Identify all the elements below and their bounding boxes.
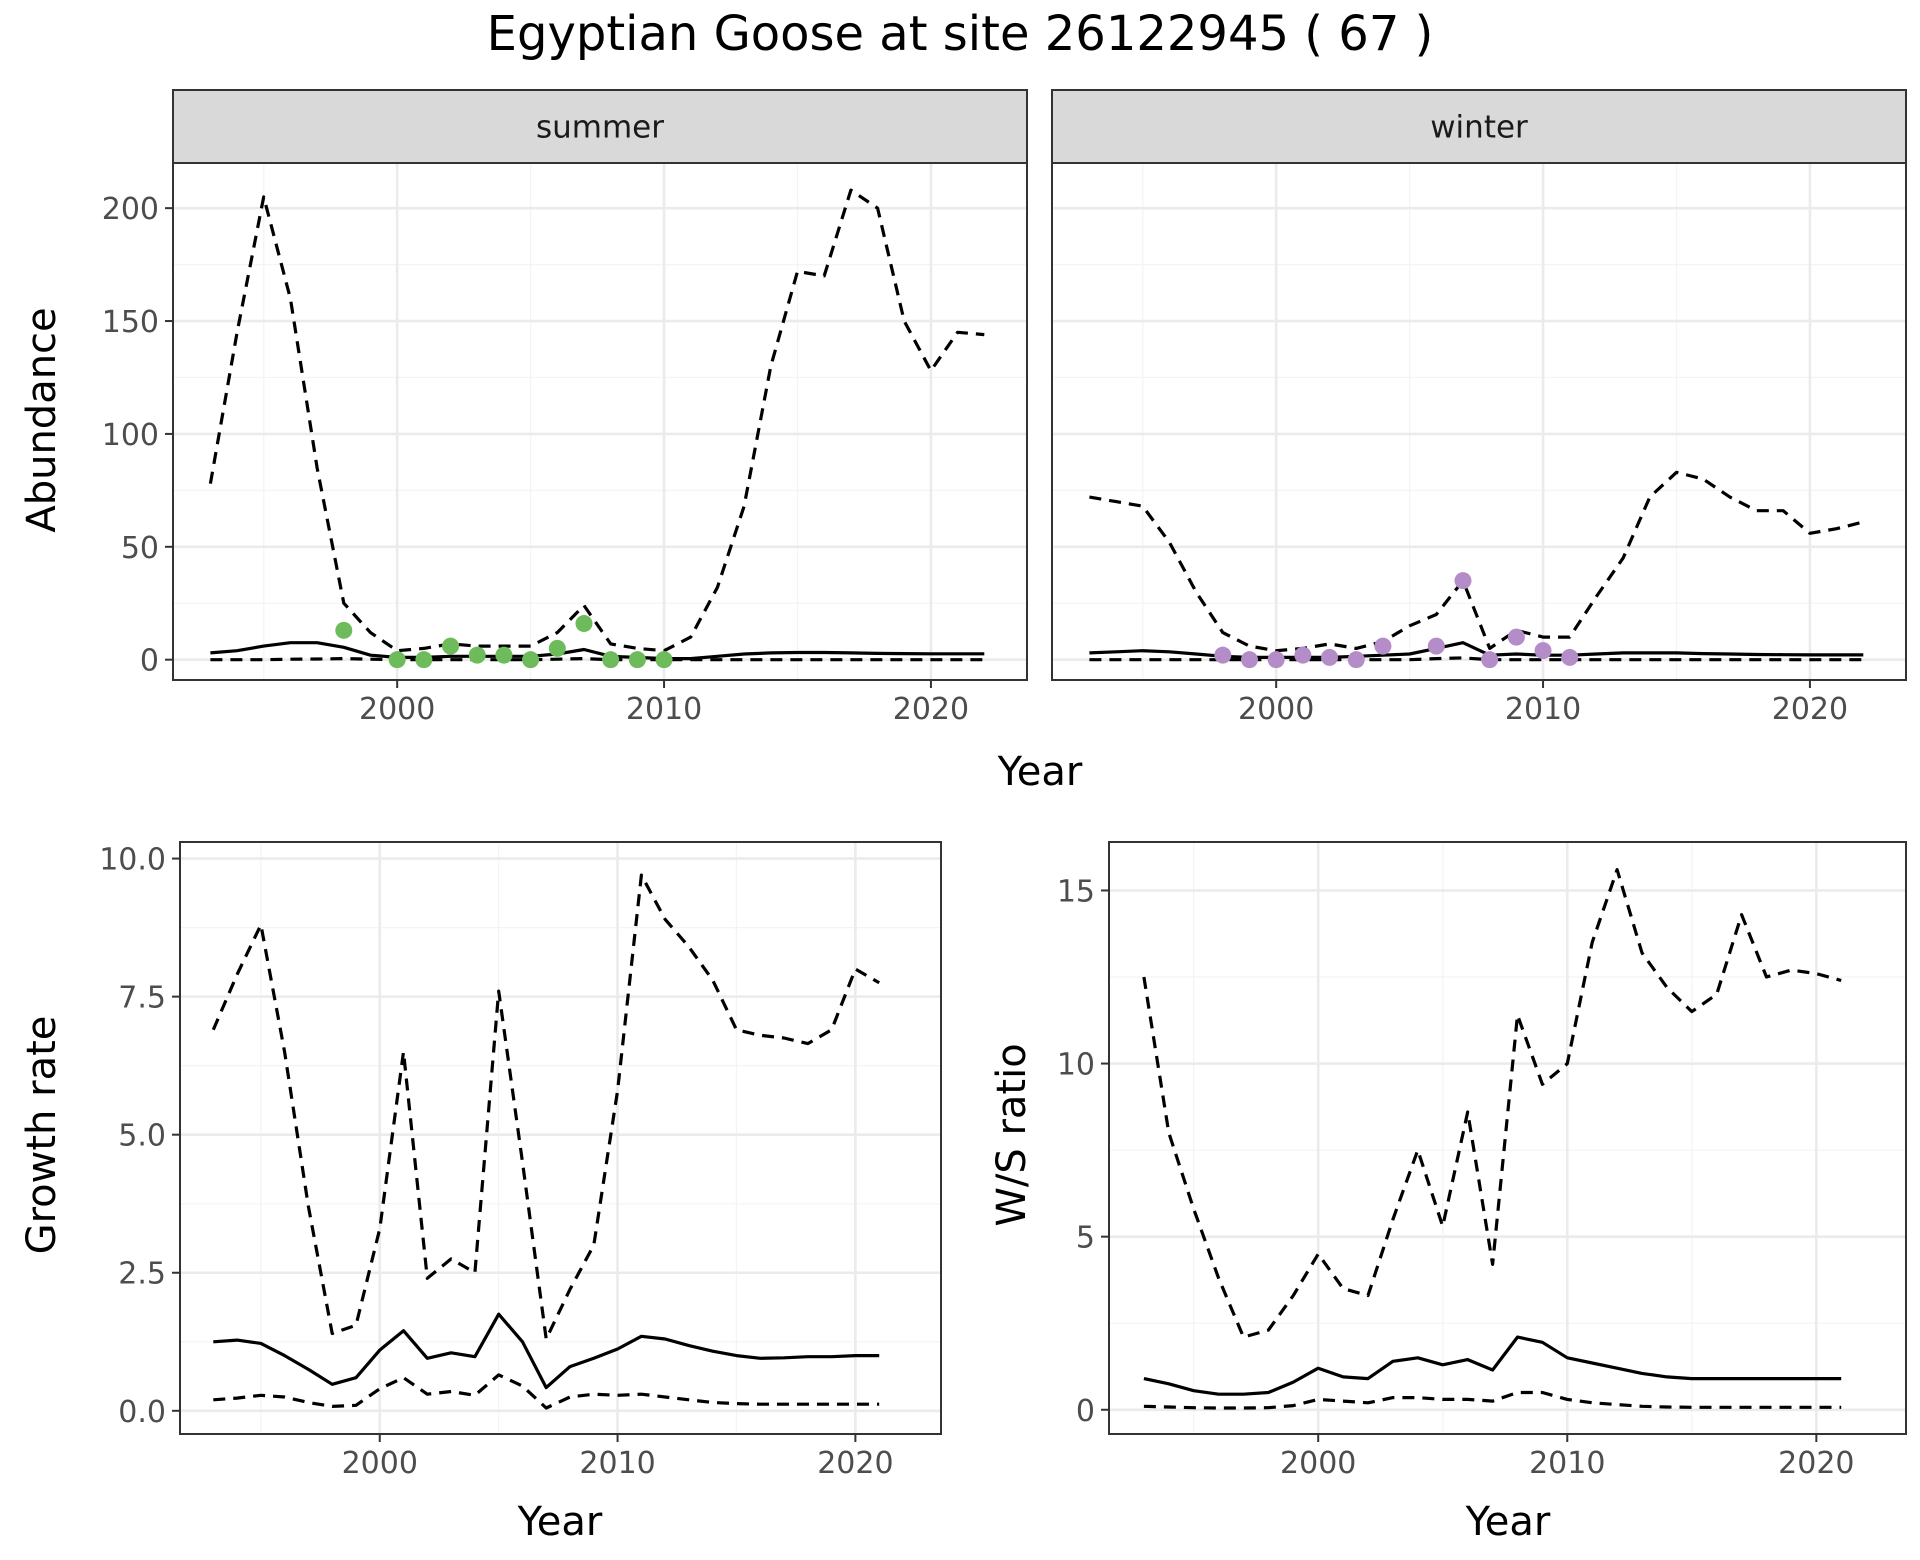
series-line-lower-bound-ratio (1143, 1390, 1842, 1410)
facet-label-summer: summer (536, 110, 664, 146)
y-tick-label: 5 (1076, 1221, 1095, 1256)
y-tick-label: 0 (140, 644, 159, 679)
panel-summer: summer 2000 2010 2020 0 50 100 150 200 (102, 89, 1028, 727)
y-tick-label: 10.0 (99, 843, 166, 878)
data-point-winter (1507, 628, 1525, 646)
facet-strip-summer (172, 89, 1028, 164)
data-point-summer (575, 615, 593, 633)
panel-border-winter (1051, 162, 1907, 681)
y-tick-label: 2.5 (118, 1257, 166, 1292)
x-tick-label: 2020 (893, 692, 969, 727)
y-tick-label: 200 (102, 192, 159, 227)
data-point-summer (335, 621, 353, 639)
series-line-upper-bound-ratio (1142, 868, 1842, 1339)
data-point-winter (1321, 648, 1339, 666)
panel-border-ratio (1108, 841, 1907, 1435)
x-tick-label: 2000 (359, 692, 435, 727)
panel-ratio: 2000 2010 2020 0 5 10 15 (1057, 841, 1907, 1481)
growth-x-axis-title: Year (517, 1499, 603, 1545)
data-point-summer (655, 651, 673, 669)
x-tick-label: 2010 (1505, 692, 1581, 727)
x-tick-label: 2000 (342, 1446, 418, 1481)
facet-strip-winter (1051, 89, 1907, 164)
series-line-estimate-winter (1089, 641, 1864, 660)
panel-border-summer (172, 162, 1028, 681)
data-point-winter (1481, 651, 1499, 669)
x-tick-label: 2000 (1280, 1446, 1356, 1481)
x-tick-label: 2010 (1529, 1446, 1605, 1481)
panel-growth: 2000 2010 2020 0.0 2.5 5.0 7.5 10.0 (99, 841, 942, 1481)
series-line-upper-bound-summer (208, 188, 985, 653)
data-point-summer (468, 646, 486, 664)
series-line-estimate-ratio (1143, 1335, 1842, 1396)
y-tick-label: 15 (1057, 874, 1095, 909)
x-tick-label: 2020 (1772, 692, 1848, 727)
growth-y-axis-title: Growth rate (19, 1016, 65, 1255)
y-tick-label: 7.5 (118, 981, 166, 1016)
data-point-summer (495, 646, 513, 664)
data-point-winter (1534, 642, 1552, 660)
y-tick-label: 0 (1076, 1394, 1095, 1429)
y-tick-label: 0.0 (118, 1395, 166, 1430)
data-point-summer (628, 651, 646, 669)
top-x-axis-title: Year (997, 749, 1083, 795)
data-point-summer (522, 651, 540, 669)
x-tick-label: 2020 (1778, 1446, 1854, 1481)
data-point-winter (1561, 648, 1579, 666)
y-tick-label: 10 (1057, 1048, 1095, 1083)
y-tick-label: 50 (121, 531, 159, 566)
data-point-winter (1454, 572, 1472, 590)
series-line-lower-bound-summer (210, 656, 985, 662)
panel-border-growth (179, 841, 942, 1435)
data-point-winter (1427, 637, 1445, 655)
data-point-winter (1294, 646, 1312, 664)
y-tick-label: 100 (102, 418, 159, 453)
x-tick-label: 2010 (626, 692, 702, 727)
x-tick-label: 2020 (817, 1446, 893, 1481)
series-line-lower-bound-growth (213, 1373, 880, 1410)
data-point-summer (442, 637, 460, 655)
data-point-summer (415, 651, 433, 669)
panel-winter: winter 2000 2010 2020 (1051, 89, 1907, 727)
series-line-estimate-growth (213, 1312, 880, 1390)
data-point-summer (388, 651, 406, 669)
series-line-estimate-summer (210, 641, 985, 661)
series-line-upper-bound-winter (1089, 470, 1864, 653)
data-point-summer (602, 651, 620, 669)
data-point-winter (1240, 651, 1258, 669)
facet-label-winter: winter (1430, 110, 1528, 146)
y-tick-label: 150 (102, 305, 159, 340)
series-line-upper-bound-growth (211, 873, 881, 1341)
data-point-winter (1214, 646, 1232, 664)
top-y-axis-title: Abundance (19, 307, 65, 532)
ratio-y-axis-title: W/S ratio (989, 1043, 1035, 1226)
y-tick-label: 5.0 (118, 1119, 166, 1154)
ratio-x-axis-title: Year (1465, 1499, 1551, 1545)
data-point-winter (1347, 651, 1365, 669)
x-tick-label: 2010 (579, 1446, 655, 1481)
data-point-winter (1374, 637, 1392, 655)
data-point-winter (1267, 651, 1285, 669)
data-point-summer (548, 639, 566, 657)
figure-title: Egyptian Goose at site 26122945 ( 67 ) (487, 6, 1434, 62)
x-tick-label: 2000 (1238, 692, 1314, 727)
